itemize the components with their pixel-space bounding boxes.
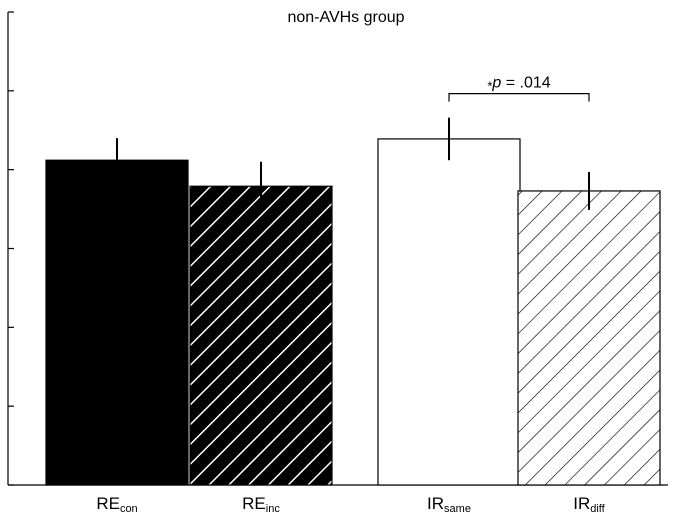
x-tick-label: REinc	[242, 494, 280, 513]
significance-label: *p = .014	[487, 75, 550, 94]
x-tick-label-main: IR	[573, 494, 590, 513]
category-labels: REcon REinc IRsame IRdiff	[96, 494, 605, 513]
bar	[377, 138, 521, 486]
x-tick-label-subscript: diff	[590, 503, 605, 513]
bar	[45, 159, 189, 486]
x-tick-label: IRdiff	[573, 494, 605, 513]
x-tick-label-main: RE	[96, 494, 120, 513]
x-tick-label-main: RE	[242, 494, 266, 513]
bar	[189, 185, 333, 486]
significance-p-value: = .014	[501, 75, 550, 92]
chart-title: non-AVHs group	[287, 9, 404, 26]
annotations: *p = .014	[448, 75, 590, 102]
bars	[45, 138, 661, 486]
x-tick-label: IRsame	[427, 494, 471, 513]
significance-p-symbol: p	[491, 75, 501, 92]
significance-bracket	[448, 93, 590, 102]
error-bars	[116, 117, 590, 211]
x-tick-label-main: IR	[427, 494, 444, 513]
x-tick-label-subscript: same	[444, 503, 471, 513]
x-tick-label: REcon	[96, 494, 137, 513]
x-tick-label-subscript: con	[120, 503, 138, 513]
x-tick-label-subscript: inc	[266, 503, 281, 513]
significance-star: *	[487, 79, 492, 94]
bar	[517, 190, 661, 486]
